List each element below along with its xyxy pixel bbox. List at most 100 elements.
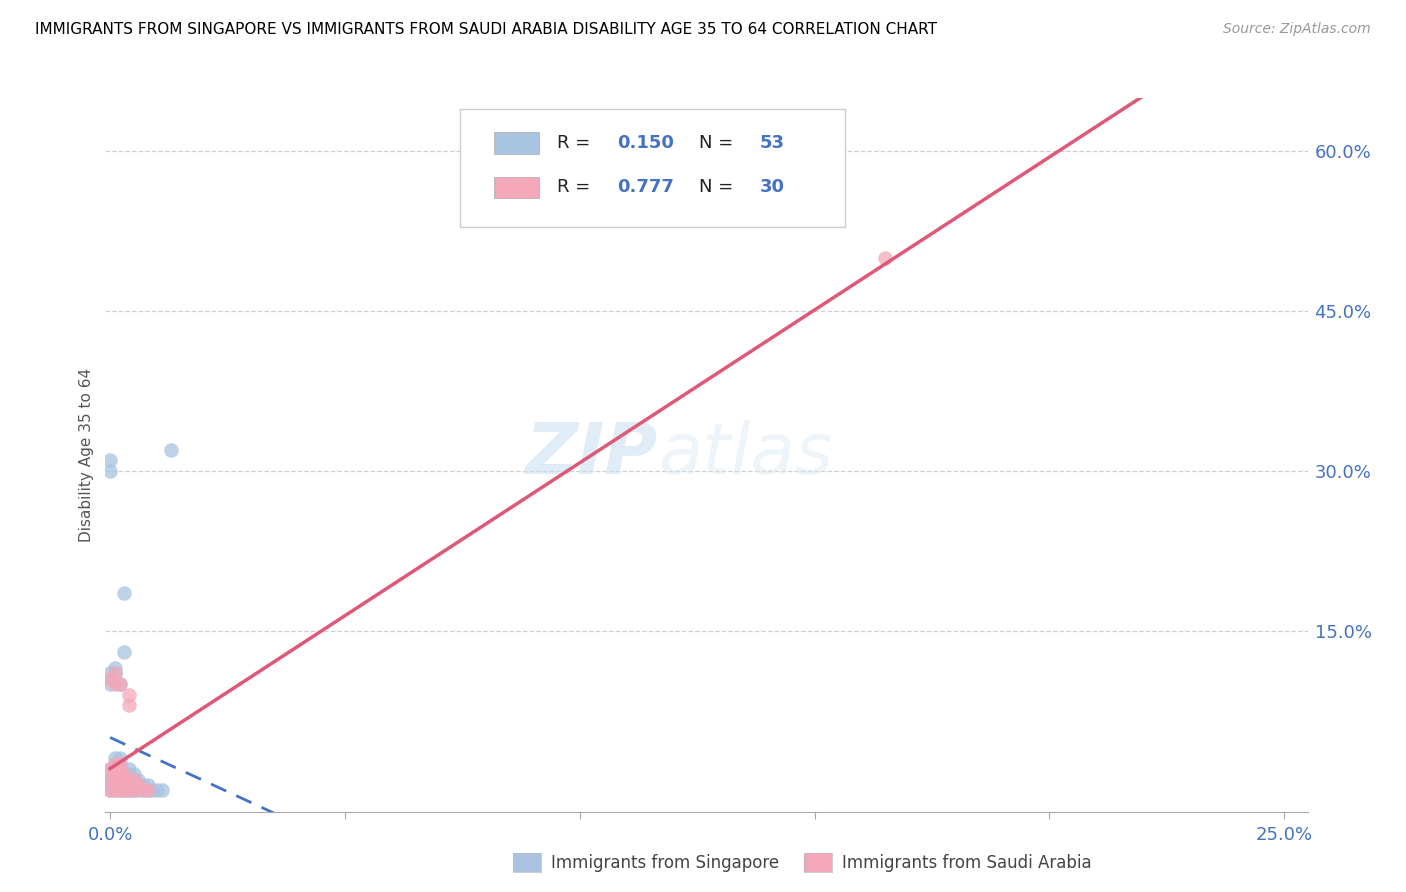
Text: N =: N = — [699, 134, 740, 152]
Point — [112, 772, 135, 787]
Point — [112, 772, 135, 787]
Point — [108, 778, 131, 792]
Point — [98, 783, 121, 797]
Point — [98, 464, 121, 478]
Point — [98, 672, 121, 686]
Text: IMMIGRANTS FROM SINGAPORE VS IMMIGRANTS FROM SAUDI ARABIA DISABILITY AGE 35 TO 6: IMMIGRANTS FROM SINGAPORE VS IMMIGRANTS … — [35, 22, 938, 37]
Point — [118, 688, 141, 702]
Point — [104, 762, 127, 776]
Text: 0.150: 0.150 — [617, 134, 675, 152]
Point — [127, 772, 149, 787]
Point — [104, 677, 127, 691]
Point — [98, 672, 121, 686]
Point — [122, 778, 145, 792]
Point — [104, 783, 127, 797]
Point — [108, 762, 131, 776]
Text: atlas: atlas — [658, 420, 832, 490]
Point — [104, 783, 127, 797]
Point — [112, 767, 135, 781]
Point — [122, 783, 145, 797]
Point — [118, 698, 141, 713]
Point — [132, 783, 155, 797]
Text: Source: ZipAtlas.com: Source: ZipAtlas.com — [1223, 22, 1371, 37]
Point — [104, 778, 127, 792]
Point — [108, 677, 131, 691]
Point — [108, 762, 131, 776]
FancyBboxPatch shape — [494, 177, 540, 198]
Point — [112, 767, 135, 781]
Point — [118, 783, 141, 797]
Point — [104, 762, 127, 776]
Point — [98, 666, 121, 681]
Point — [98, 453, 121, 467]
Point — [146, 783, 169, 797]
Text: R =: R = — [557, 134, 596, 152]
Point — [112, 783, 135, 797]
Point — [98, 762, 121, 776]
Point — [122, 772, 145, 787]
Text: R =: R = — [557, 178, 596, 196]
Point — [122, 783, 145, 797]
Point — [108, 756, 131, 771]
Point — [104, 767, 127, 781]
Point — [98, 783, 121, 797]
Point — [108, 772, 131, 787]
Point — [112, 783, 135, 797]
Point — [108, 767, 131, 781]
Text: 30: 30 — [759, 178, 785, 196]
Point — [127, 783, 149, 797]
Point — [112, 586, 135, 600]
Point — [98, 762, 121, 776]
Point — [98, 677, 121, 691]
FancyBboxPatch shape — [494, 132, 540, 153]
Point — [122, 767, 145, 781]
Point — [136, 783, 159, 797]
Point — [104, 767, 127, 781]
Point — [160, 442, 183, 457]
Point — [108, 751, 131, 765]
Text: N =: N = — [699, 178, 740, 196]
Point — [104, 772, 127, 787]
Point — [112, 778, 135, 792]
Point — [108, 772, 131, 787]
Point — [108, 767, 131, 781]
Text: 0.777: 0.777 — [617, 178, 675, 196]
Point — [104, 666, 127, 681]
Point — [136, 783, 159, 797]
Point — [104, 661, 127, 675]
Point — [104, 756, 127, 771]
Point — [108, 783, 131, 797]
Point — [98, 772, 121, 787]
Point — [118, 767, 141, 781]
Point — [132, 778, 155, 792]
Y-axis label: Disability Age 35 to 64: Disability Age 35 to 64 — [79, 368, 94, 542]
Point — [104, 751, 127, 765]
Text: Immigrants from Saudi Arabia: Immigrants from Saudi Arabia — [842, 854, 1092, 871]
Text: Immigrants from Singapore: Immigrants from Singapore — [551, 854, 779, 871]
Text: 53: 53 — [759, 134, 785, 152]
Text: ZIP: ZIP — [526, 420, 658, 490]
Point — [127, 778, 149, 792]
Point — [104, 772, 127, 787]
FancyBboxPatch shape — [460, 109, 845, 227]
Point — [122, 772, 145, 787]
Point — [136, 778, 159, 792]
Point — [104, 756, 127, 771]
Point — [118, 778, 141, 792]
Point — [98, 778, 121, 792]
Point — [98, 767, 121, 781]
Point — [108, 756, 131, 771]
Point — [873, 251, 896, 265]
Point — [132, 783, 155, 797]
Point — [104, 666, 127, 681]
Point — [141, 783, 163, 797]
Point — [108, 677, 131, 691]
Point — [118, 772, 141, 787]
Point — [112, 645, 135, 659]
Point — [150, 783, 173, 797]
Point — [118, 783, 141, 797]
Point — [118, 772, 141, 787]
Point — [118, 762, 141, 776]
Point — [98, 772, 121, 787]
Point — [108, 783, 131, 797]
